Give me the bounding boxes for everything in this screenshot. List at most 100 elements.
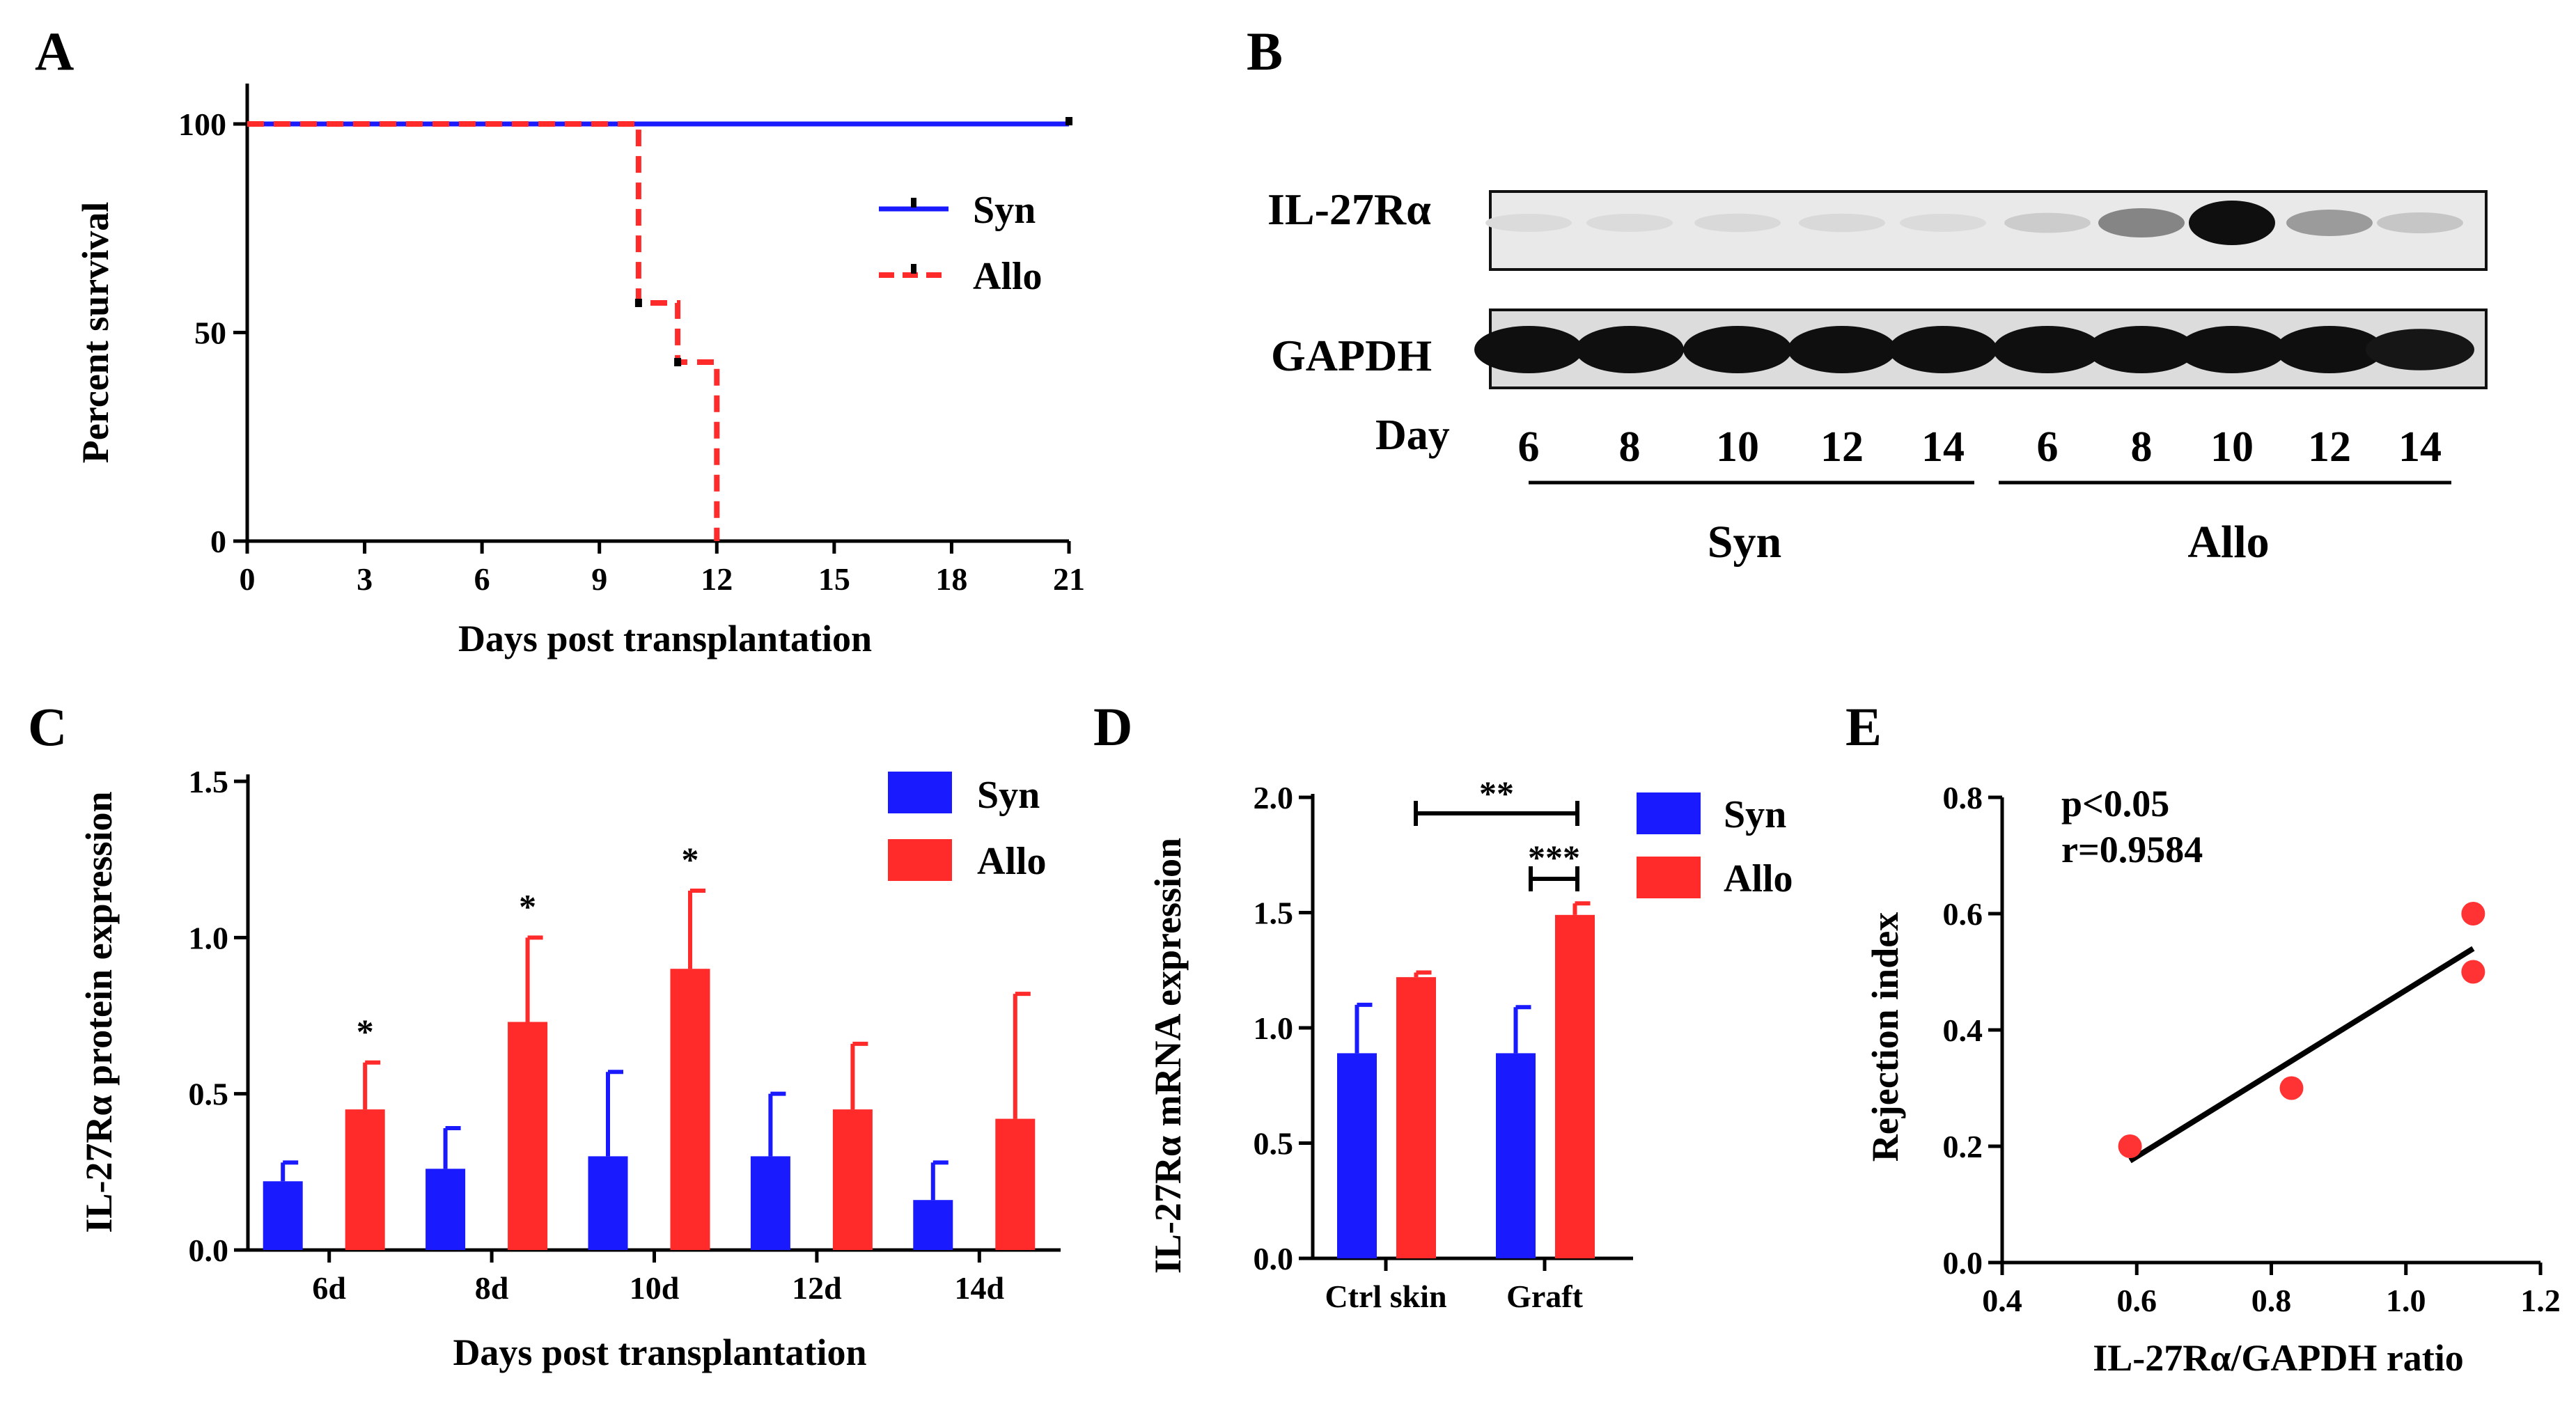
- d-bar-syn: [1496, 1053, 1536, 1258]
- b-gapdh-band: [1788, 326, 1896, 373]
- c-bar-syn: [913, 1200, 953, 1250]
- panel-letter-a: A: [35, 21, 74, 81]
- c-bar-allo: [508, 1022, 548, 1250]
- b-row-label-gapdh: GAPDH: [1271, 331, 1432, 380]
- b-il27r-band: [2377, 212, 2463, 233]
- e-data-point: [2461, 960, 2485, 984]
- b-day-label: Day: [1375, 412, 1450, 459]
- e-x-tick-label: 0.8: [2251, 1283, 2292, 1318]
- e-y-tick-label: 0.6: [1943, 896, 1983, 932]
- b-lane-label: 14: [2398, 423, 2442, 471]
- a-legend-allo-mark: [911, 264, 916, 274]
- c-legend-syn-label: Syn: [977, 774, 1040, 817]
- d-legend-syn-swatch: [1637, 792, 1701, 834]
- d-x-tick-label: Graft: [1506, 1279, 1584, 1314]
- c-x-tick-label: 14d: [955, 1270, 1005, 1306]
- b-lane-label: 10: [1716, 423, 1759, 471]
- b-lane-label: 6: [2037, 423, 2059, 471]
- b-il27r-band: [1485, 214, 1572, 232]
- c-y-tick-label: 0.5: [189, 1077, 229, 1112]
- e-data-point: [2279, 1076, 2304, 1100]
- b-il27r-band: [1586, 214, 1673, 232]
- panel-letter-d: D: [1093, 696, 1132, 757]
- c-x-axis-title: Days post transplantation: [453, 1331, 866, 1373]
- c-bar-allo: [995, 1118, 1036, 1250]
- b-gapdh-band: [2275, 326, 2384, 373]
- c-bar-allo: [670, 969, 710, 1250]
- d-y-tick-label: 1.5: [1254, 896, 1294, 931]
- c-bar-allo: [345, 1109, 385, 1250]
- b-lane-label: 12: [2308, 423, 2351, 471]
- d-y-tick-label: 2.0: [1254, 780, 1294, 815]
- e-y-tick-label: 0.4: [1943, 1013, 1983, 1048]
- c-bar-syn: [588, 1156, 628, 1250]
- b-il27r-band: [2286, 210, 2373, 236]
- d-y-tick-label: 0.5: [1254, 1126, 1294, 1162]
- c-legend-allo-label: Allo: [977, 840, 1047, 883]
- e-r-value: r=0.9584: [2061, 829, 2203, 870]
- a-x-tick-label: 12: [701, 561, 733, 597]
- c-significance-star: *: [682, 840, 699, 879]
- b-lane-label: 8: [1619, 423, 1641, 471]
- a-legend-syn-mark: [911, 198, 916, 208]
- e-y-tick-label: 0.2: [1943, 1129, 1983, 1164]
- b-gapdh-band: [1889, 326, 1997, 373]
- c-x-tick-label: 10d: [630, 1270, 680, 1306]
- b-gapdh-band: [2366, 329, 2474, 370]
- b-il27r-band: [1799, 213, 1885, 233]
- a-x-tick-label: 3: [357, 561, 373, 597]
- a-x-tick-label: 6: [474, 561, 490, 597]
- b-group-syn: Syn: [1708, 517, 1781, 568]
- d-bar-allo: [1396, 977, 1436, 1258]
- b-gapdh-band: [1683, 326, 1792, 373]
- d-bar-syn: [1337, 1053, 1377, 1258]
- b-il27r-band: [2098, 208, 2185, 237]
- d-legend-allo-label: Allo: [1724, 857, 1793, 900]
- d-bar-allo: [1555, 914, 1595, 1258]
- a-censor-mark: [1065, 117, 1072, 125]
- b-il27r-band: [2189, 201, 2275, 245]
- a-y-tick-label: 50: [194, 315, 226, 351]
- b-gapdh-band: [1993, 326, 2102, 373]
- b-lane-label: 14: [1921, 423, 1965, 471]
- c-y-tick-label: 0.0: [189, 1233, 229, 1268]
- b-lane-label: 6: [1518, 423, 1540, 471]
- panel-letter-b: B: [1247, 21, 1283, 81]
- e-fit-line: [2128, 946, 2475, 1164]
- e-x-tick-label: 0.6: [2117, 1283, 2157, 1318]
- a-legend-allo-label: Allo: [973, 255, 1043, 298]
- a-censor-mark: [634, 298, 642, 307]
- panel-letter-c: C: [28, 696, 67, 757]
- b-lane-label: 12: [1820, 423, 1864, 471]
- a-x-tick-label: 21: [1053, 561, 1085, 597]
- a-x-tick-label: 9: [591, 561, 607, 597]
- b-lane-label: 10: [2210, 423, 2254, 471]
- e-x-axis-title: IL-27Rα/GAPDH ratio: [2093, 1337, 2464, 1379]
- a-series-allo: [247, 121, 720, 541]
- c-legend-allo-swatch: [888, 839, 952, 881]
- e-x-tick-label: 1.2: [2520, 1283, 2561, 1318]
- panel-letter-e: E: [1845, 696, 1882, 757]
- a-x-tick-label: 15: [818, 561, 850, 597]
- a-legend-syn-label: Syn: [973, 189, 1036, 232]
- c-significance-star: *: [357, 1012, 374, 1051]
- b-il27r-band: [2004, 212, 2091, 233]
- c-bar-syn: [750, 1156, 790, 1250]
- b-group-allo: Allo: [2187, 517, 2269, 568]
- c-legend-syn-swatch: [888, 772, 952, 813]
- d-bracket-2-label: ***: [1528, 838, 1580, 877]
- a-censor-mark: [674, 358, 682, 367]
- a-x-axis-title: Days post transplantation: [458, 618, 872, 659]
- a-y-tick-label: 0: [210, 524, 226, 559]
- e-x-tick-label: 0.4: [1982, 1283, 2022, 1318]
- b-lane-label: 8: [2131, 423, 2153, 471]
- d-y-axis-title: IL-27Rα mRNA expression: [1147, 838, 1189, 1274]
- b-gapdh-band: [1575, 326, 1684, 373]
- c-bar-syn: [263, 1181, 303, 1250]
- d-y-tick-label: 1.0: [1254, 1010, 1294, 1046]
- b-gapdh-band: [2178, 326, 2286, 373]
- b-gapdh-band: [2087, 326, 2196, 373]
- b-gapdh-band: [1474, 326, 1583, 373]
- a-x-tick-label: 18: [935, 561, 967, 597]
